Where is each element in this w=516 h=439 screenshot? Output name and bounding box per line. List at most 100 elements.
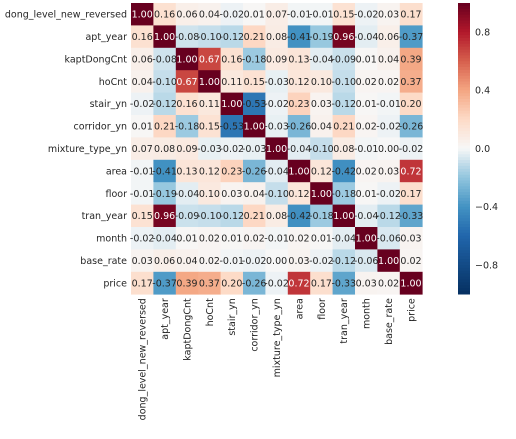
- heatmap-cell-kaptDongCnt-tran_year: [332, 47, 356, 71]
- cell-value-label: -0.53: [220, 122, 245, 133]
- heatmap-cell-dong_level_new_reversed-stair_yn: [220, 3, 244, 26]
- colorbar-segment: [458, 8, 470, 13]
- heatmap-cell-area-base_rate: [377, 159, 401, 183]
- heatmap-cell-month-corridor_yn: [243, 227, 266, 250]
- colorbar-segment: [458, 116, 470, 120]
- colorbar-segment: [458, 84, 470, 88]
- heatmap-cell-apt_year-hoCnt: [198, 25, 221, 49]
- colorbar-segment: [458, 133, 470, 138]
- heatmap-cell-base_rate-dong_level_new_reversed: [131, 249, 154, 273]
- heatmap-cell-stair_yn-hoCnt: [198, 92, 221, 116]
- colorbar-segment: [458, 52, 470, 56]
- cell-value-label: -0.04: [354, 211, 379, 222]
- colorbar-segment: [458, 49, 470, 53]
- heatmap-cell-kaptDongCnt-apt_year: [153, 47, 177, 71]
- heatmap-cell-corridor_yn-month: [355, 115, 378, 138]
- cell-value-label: 0.03: [356, 278, 377, 289]
- heatmap-cell-dong_level_new_reversed-floor: [310, 3, 333, 26]
- cell-value-label: 0.08: [266, 32, 287, 43]
- heatmap-cell-price-stair_yn: [220, 271, 244, 295]
- colorbar-segment: [458, 78, 470, 83]
- heatmap-cell-apt_year-area: [287, 25, 311, 49]
- heatmap-cell-month-tran_year: [332, 227, 356, 250]
- cell-value-label: 0.01: [244, 10, 265, 21]
- cell-value-label: 0.15: [244, 77, 265, 88]
- cell-value-label: -0.03: [264, 77, 289, 88]
- heatmap-cell-apt_year-apt_year: [153, 25, 177, 49]
- cell-value-label: 0.02: [378, 278, 399, 289]
- cell-value-label: 1.00: [356, 234, 377, 245]
- colorbar-segment: [458, 64, 470, 68]
- x-tick-label-tran_year: tran_year: [339, 298, 350, 344]
- colorbar-segment: [458, 37, 470, 42]
- x-tick-label-dong_level_new_reversed: dong_level_new_reversed: [138, 298, 149, 420]
- colorbar-segment: [458, 209, 470, 214]
- cell-value-label: -0.42: [287, 211, 312, 222]
- heatmap-cell-mixture_type_yn-price: [399, 137, 423, 161]
- y-tick-label-price: price: [103, 278, 127, 289]
- heatmap-cell-tran_year-dong_level_new_reversed: [131, 204, 154, 228]
- cell-value-label: 0.39: [176, 278, 197, 289]
- cell-value-label: 0.37: [199, 278, 220, 289]
- cell-value-label: 0.06: [176, 10, 197, 21]
- colorbar-segment: [458, 270, 470, 275]
- y-tick-label-kaptDongCnt: kaptDongCnt: [65, 54, 128, 65]
- cell-value-label: 0.21: [244, 211, 265, 222]
- colorbar-segment: [458, 177, 470, 182]
- y-tick-label-area: area: [106, 166, 127, 177]
- cell-value-label: 0.06: [132, 54, 153, 65]
- cell-value-label: -0.12: [220, 211, 245, 222]
- colorbar-segment: [458, 276, 470, 280]
- x-tick-label-floor: floor: [317, 298, 328, 320]
- cell-value-label: -0.42: [332, 166, 357, 177]
- cell-value-label: 0.03: [132, 256, 153, 267]
- heatmap-cell-corridor_yn-corridor_yn: [243, 115, 266, 138]
- cell-value-label: -0.02: [264, 99, 289, 110]
- colorbar-segment: [458, 247, 470, 251]
- cell-value-label: 0.03: [378, 166, 399, 177]
- y-tick-label-dong_level_new_reversed: dong_level_new_reversed: [5, 10, 127, 21]
- heatmap-cell-apt_year-kaptDongCnt: [175, 25, 199, 49]
- cell-value-label: 0.02: [288, 234, 309, 245]
- colorbar-segment: [458, 99, 470, 103]
- cell-value-label: -0.01: [130, 189, 155, 200]
- heatmap-cell-price-floor: [310, 271, 333, 295]
- heatmap-cell-mixture_type_yn-dong_level_new_reversed: [131, 137, 154, 161]
- heatmap-cell-hoCnt-area: [287, 70, 311, 93]
- cell-value-label: 0.00: [378, 144, 399, 155]
- colorbar-segment: [458, 238, 470, 243]
- cell-value-label: 0.16: [132, 32, 153, 43]
- cell-value-label: -0.02: [399, 144, 424, 155]
- heatmap-cell-corridor_yn-apt_year: [153, 115, 177, 138]
- heatmap-cell-month-dong_level_new_reversed: [131, 227, 154, 250]
- x-tick-label-apt_year: apt_year: [160, 298, 171, 340]
- y-axis-tick-labels: dong_level_new_reversed apt_year kaptDongC…: [5, 10, 127, 290]
- cell-value-label: 0.04: [132, 77, 153, 88]
- colorbar-segment: [458, 192, 470, 196]
- x-tick-label-corridor_yn: corridor_yn: [250, 298, 261, 351]
- heatmap-cell-floor-tran_year: [332, 182, 356, 205]
- colorbar-segment: [458, 171, 470, 176]
- cell-value-label: -0.19: [309, 32, 334, 43]
- colorbar-segment: [458, 125, 470, 129]
- heatmap-cell-month-hoCnt: [198, 227, 221, 250]
- colorbar-segment: [458, 151, 470, 155]
- colorbar: −0.8 −0.4 0.0 0.4 0.8: [458, 3, 498, 295]
- colorbar-segment: [458, 160, 470, 164]
- colorbar-segment: [458, 113, 470, 117]
- colorbar-segment: [458, 107, 470, 112]
- y-tick-label-stair_yn: stair_yn: [90, 99, 127, 110]
- heatmap-cell-area-price: [399, 159, 423, 183]
- heatmap-cell-area-dong_level_new_reversed: [131, 159, 154, 183]
- cell-value-label: -0.12: [220, 32, 245, 43]
- heatmap-cell-base_rate-month: [355, 249, 378, 273]
- x-tick-label-price: price: [406, 298, 417, 322]
- colorbar-segment: [458, 90, 470, 94]
- heatmap-cell-month-apt_year: [153, 227, 177, 250]
- colorbar-segment: [458, 69, 470, 74]
- cell-value-label: 0.01: [176, 234, 197, 245]
- cell-value-label: 0.09: [176, 144, 197, 155]
- heatmap-cell-area-tran_year: [332, 159, 356, 183]
- colorbar-tick-label: −0.4: [475, 202, 498, 213]
- heatmap-cell-corridor_yn-stair_yn: [220, 115, 244, 138]
